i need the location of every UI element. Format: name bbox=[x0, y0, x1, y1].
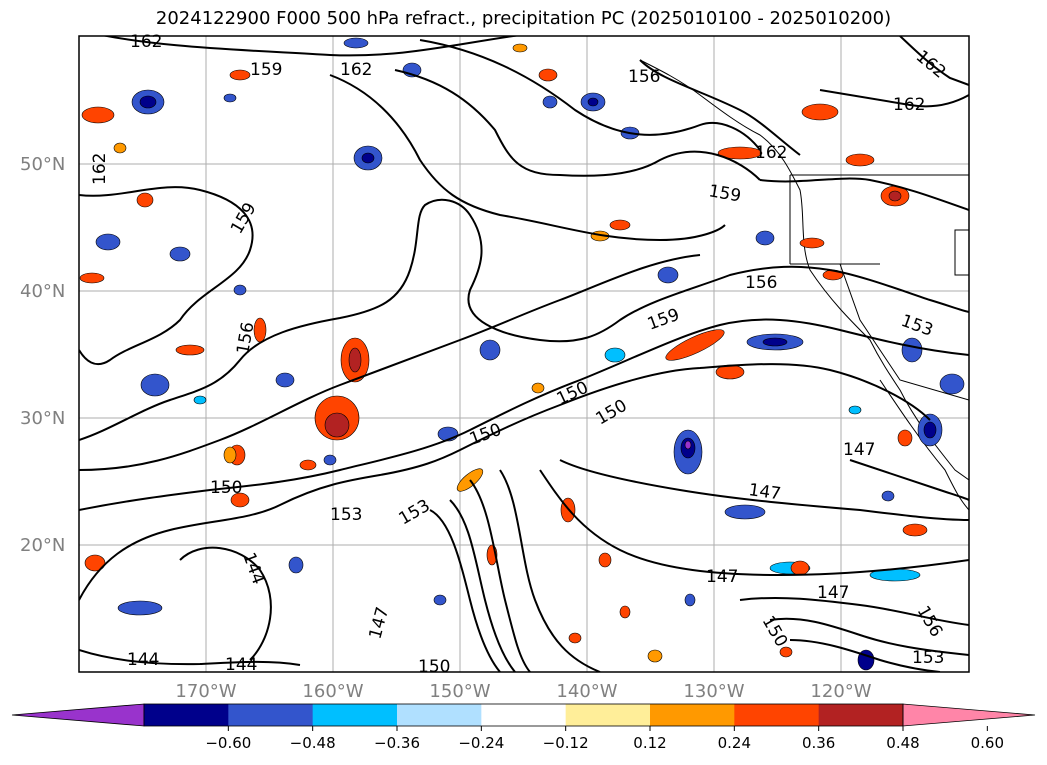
lat-label: 50°N bbox=[20, 154, 65, 175]
contour-label: 144 bbox=[127, 650, 159, 670]
colorbar-segment bbox=[397, 704, 482, 726]
colorbar-tick-label: −0.36 bbox=[374, 734, 420, 752]
colorbar-tick-label: −0.12 bbox=[543, 734, 589, 752]
colorbar-segment bbox=[734, 704, 820, 726]
map-frame bbox=[78, 35, 970, 673]
contour-label: 162 bbox=[130, 32, 162, 52]
map-panel bbox=[78, 35, 970, 673]
refractivity-contours bbox=[79, 36, 969, 672]
latitude-labels: 50°N 40°N 30°N 20°N bbox=[20, 154, 65, 556]
contour-label: 162 bbox=[90, 153, 110, 185]
contour-label: 159 bbox=[250, 60, 282, 80]
colorbar-tick-label: 0.36 bbox=[802, 734, 835, 752]
contour-label: 153 bbox=[330, 505, 362, 525]
contour-label: 147 bbox=[843, 440, 875, 460]
lat-label: 20°N bbox=[20, 535, 65, 556]
contour-label: 156 bbox=[745, 273, 777, 293]
contour-label: 147 bbox=[747, 480, 782, 504]
colorbar-tick-label: −0.48 bbox=[290, 734, 336, 752]
colorbar-segment bbox=[565, 704, 651, 726]
colorbar-segment bbox=[818, 704, 904, 726]
colorbar-extend-high bbox=[902, 703, 1036, 727]
lon-label: 170°W bbox=[175, 681, 236, 702]
colorbar-tick-label: −0.60 bbox=[205, 734, 251, 752]
colorbar: −0.60 −0.48 −0.36 −0.24 −0.12 0.12 0.24 0.36 0.4… bbox=[11, 703, 1036, 752]
colorbar-tick-label: 0.60 bbox=[971, 734, 1004, 752]
contour-labels: 162 159 162 156 162 159 162 162 159 156 … bbox=[90, 32, 950, 677]
lon-label: 150°W bbox=[429, 681, 490, 702]
lon-label: 160°W bbox=[302, 681, 363, 702]
colorbar-segment bbox=[650, 704, 735, 726]
contour-label: 162 bbox=[755, 143, 787, 163]
colorbar-segment bbox=[144, 704, 229, 726]
lon-label: 130°W bbox=[683, 681, 744, 702]
contour-label: 147 bbox=[706, 567, 738, 587]
colorbar-extend-low bbox=[11, 703, 145, 727]
colorbar-segment bbox=[228, 704, 314, 726]
chart-title: 2024122900 F000 500 hPa refract., precip… bbox=[155, 8, 892, 29]
colorbar-tick-label: 0.12 bbox=[633, 734, 666, 752]
colorbar-frame bbox=[143, 703, 904, 727]
colorbar-tick-label: 0.24 bbox=[718, 734, 751, 752]
contour-label: 150 bbox=[418, 657, 450, 677]
contour-label: 147 bbox=[817, 583, 849, 603]
contour-label: 162 bbox=[340, 60, 372, 80]
contour-label: 162 bbox=[893, 95, 925, 115]
colorbar-tick-label: 0.48 bbox=[886, 734, 919, 752]
contour-label: 144 bbox=[225, 655, 257, 675]
lon-label: 120°W bbox=[810, 681, 871, 702]
contour-label: 156 bbox=[628, 67, 660, 87]
lat-label: 30°N bbox=[20, 408, 65, 429]
lon-label: 140°W bbox=[556, 681, 617, 702]
lat-label: 40°N bbox=[20, 281, 65, 302]
precip-blue-patches bbox=[95, 37, 965, 671]
colorbar-tick-label: −0.24 bbox=[458, 734, 504, 752]
contour-label: 150 bbox=[210, 478, 242, 498]
longitude-labels: 170°W 160°W 150°W 140°W 130°W 120°W bbox=[175, 681, 871, 702]
colorbar-segment bbox=[481, 704, 567, 726]
coastlines bbox=[639, 59, 969, 511]
contour-label: 153 bbox=[912, 648, 944, 668]
colorbar-segment bbox=[312, 704, 398, 726]
